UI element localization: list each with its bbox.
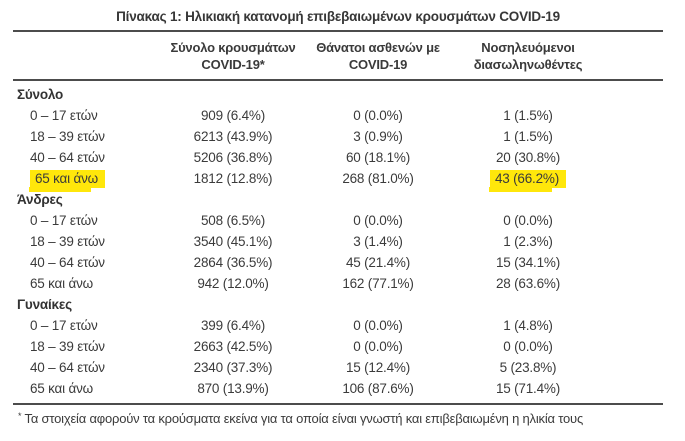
table-row: 0 – 17 ετών 508 (6.5%) 0 (0.0%) 0 (0.0%) — [13, 210, 663, 231]
table-row: 65 και άνω 942 (12.0%) 162 (77.1%) 28 (6… — [13, 273, 663, 294]
table-row: 0 – 17 ετών 909 (6.4%) 0 (0.0%) 1 (1.5%) — [13, 105, 663, 126]
column-header-cases: Σύνολο κρουσμάτων COVID-19* — [163, 39, 303, 73]
section-label: Γυναίκες — [17, 297, 72, 312]
intubated-value: 15 (34.1%) — [495, 255, 561, 270]
row-label: 0 – 17 ετών — [30, 108, 98, 123]
cases-value: 942 (12.0%) — [197, 276, 269, 291]
row-label: 40 – 64 ετών — [30, 150, 105, 165]
column-header-intubated-line2: διασωληνωθέντες — [473, 56, 583, 72]
table-row: 40 – 64 ετών 2340 (37.3%) 15 (12.4%) 5 (… — [13, 357, 663, 378]
column-header-deaths: Θάνατοι ασθενών με COVID-19 — [303, 39, 453, 73]
row-label: 40 – 64 ετών — [30, 255, 105, 270]
cases-value: 399 (6.4%) — [200, 318, 266, 333]
footnote: * Τα στοιχεία αφορούν τα κρούσματα εκείν… — [13, 405, 663, 426]
cases-value: 3540 (45.1%) — [193, 234, 273, 249]
row-label: 18 – 39 ετών — [30, 339, 105, 354]
intubated-value: 28 (63.6%) — [495, 276, 561, 291]
table-row: 18 – 39 ετών 2663 (42.5%) 0 (0.0%) 0 (0.… — [13, 336, 663, 357]
intubated-value: 0 (0.0%) — [503, 213, 553, 228]
column-header-deaths-line1: Θάνατοι ασθενών με — [316, 39, 440, 55]
deaths-value: 268 (81.0%) — [342, 171, 414, 186]
section-label: Σύνολο — [17, 87, 64, 102]
intubated-value: 20 (30.8%) — [495, 150, 561, 165]
deaths-value: 0 (0.0%) — [353, 318, 403, 333]
footnote-marker: * — [18, 411, 22, 421]
intubated-value: 1 (2.3%) — [503, 234, 553, 249]
section-header-women: Γυναίκες — [13, 294, 663, 315]
table-body: Σύνολο 0 – 17 ετών 909 (6.4%) 0 (0.0%) 1… — [13, 81, 663, 403]
deaths-value: 0 (0.0%) — [353, 339, 403, 354]
deaths-value: 106 (87.6%) — [342, 381, 414, 396]
section-header-men: Άνδρες — [13, 189, 663, 210]
bottom-rule — [13, 403, 663, 405]
intubated-value: 0 (0.0%) — [503, 339, 553, 354]
table-document: Πίνακας 1: Ηλικιακή κατανομή επιβεβαιωμέ… — [13, 0, 663, 426]
intubated-value: 1 (1.5%) — [503, 129, 553, 144]
column-header-cases-line2: COVID-19* — [201, 56, 265, 72]
row-label: 65 και άνω — [30, 276, 94, 291]
row-label: 65 και άνω — [13, 169, 163, 192]
row-label: 40 – 64 ετών — [30, 360, 105, 375]
cases-value: 2340 (37.3%) — [193, 360, 273, 375]
cases-value: 508 (6.5%) — [200, 213, 266, 228]
column-header-cases-line1: Σύνολο κρουσμάτων — [170, 39, 296, 55]
table-row: 0 – 17 ετών 399 (6.4%) 0 (0.0%) 1 (4.8%) — [13, 315, 663, 336]
column-header-deaths-line2: COVID-19 — [348, 56, 408, 72]
cases-value: 909 (6.4%) — [200, 108, 266, 123]
cases-value: 870 (13.9%) — [197, 381, 269, 396]
column-header-intubated: Νοσηλευόμενοι διασωληνωθέντες — [453, 39, 603, 73]
table-row: 65 και άνω 870 (13.9%) 106 (87.6%) 15 (7… — [13, 378, 663, 399]
row-label: 0 – 17 ετών — [30, 213, 98, 228]
deaths-value: 3 (1.4%) — [353, 234, 403, 249]
row-label: 65 και άνω — [30, 381, 94, 396]
section-label: Άνδρες — [17, 192, 63, 207]
deaths-value: 162 (77.1%) — [342, 276, 414, 291]
row-label: 18 – 39 ετών — [30, 129, 105, 144]
intubated-value: 15 (71.4%) — [495, 381, 561, 396]
header-rule — [13, 79, 663, 81]
section-header-total: Σύνολο — [13, 84, 663, 105]
table-header-row: Σύνολο κρουσμάτων COVID-19* Θάνατοι ασθε… — [13, 32, 663, 79]
deaths-value: 0 (0.0%) — [353, 213, 403, 228]
highlight-marker-label: 65 και άνω — [28, 169, 106, 192]
highlight-marker-value: 43 (66.2%) — [488, 169, 567, 192]
deaths-value: 0 (0.0%) — [353, 108, 403, 123]
table-row: 18 – 39 ετών 6213 (43.9%) 3 (0.9%) 1 (1.… — [13, 126, 663, 147]
intubated-value: 43 (66.2%) — [453, 169, 603, 192]
table-title: Πίνακας 1: Ηλικιακή κατανομή επιβεβαιωμέ… — [116, 9, 560, 24]
deaths-value: 3 (0.9%) — [353, 129, 403, 144]
deaths-value: 15 (12.4%) — [345, 360, 411, 375]
top-rule — [13, 30, 663, 32]
deaths-value: 60 (18.1%) — [345, 150, 411, 165]
footnote-text: Τα στοιχεία αφορούν τα κρούσματα εκείνα … — [24, 411, 584, 426]
intubated-value: 5 (23.8%) — [499, 360, 557, 375]
cases-value: 6213 (43.9%) — [193, 129, 273, 144]
row-label: 18 – 39 ετών — [30, 234, 105, 249]
table-row-highlighted: 65 και άνω 1812 (12.8%) 268 (81.0%) 43 (… — [13, 168, 663, 192]
column-header-intubated-line1: Νοσηλευόμενοι — [481, 39, 575, 55]
cases-value: 5206 (36.8%) — [193, 150, 273, 165]
cases-value: 1812 (12.8%) — [193, 171, 273, 186]
table-row: 40 – 64 ετών 2864 (36.5%) 45 (21.4%) 15 … — [13, 252, 663, 273]
intubated-value: 1 (4.8%) — [503, 318, 553, 333]
cases-value: 2663 (42.5%) — [193, 339, 273, 354]
intubated-value: 1 (1.5%) — [503, 108, 553, 123]
table-row: 18 – 39 ετών 3540 (45.1%) 3 (1.4%) 1 (2.… — [13, 231, 663, 252]
row-label: 0 – 17 ετών — [30, 318, 98, 333]
cases-value: 2864 (36.5%) — [193, 255, 273, 270]
deaths-value: 45 (21.4%) — [345, 255, 411, 270]
table-row: 40 – 64 ετών 5206 (36.8%) 60 (18.1%) 20 … — [13, 147, 663, 168]
